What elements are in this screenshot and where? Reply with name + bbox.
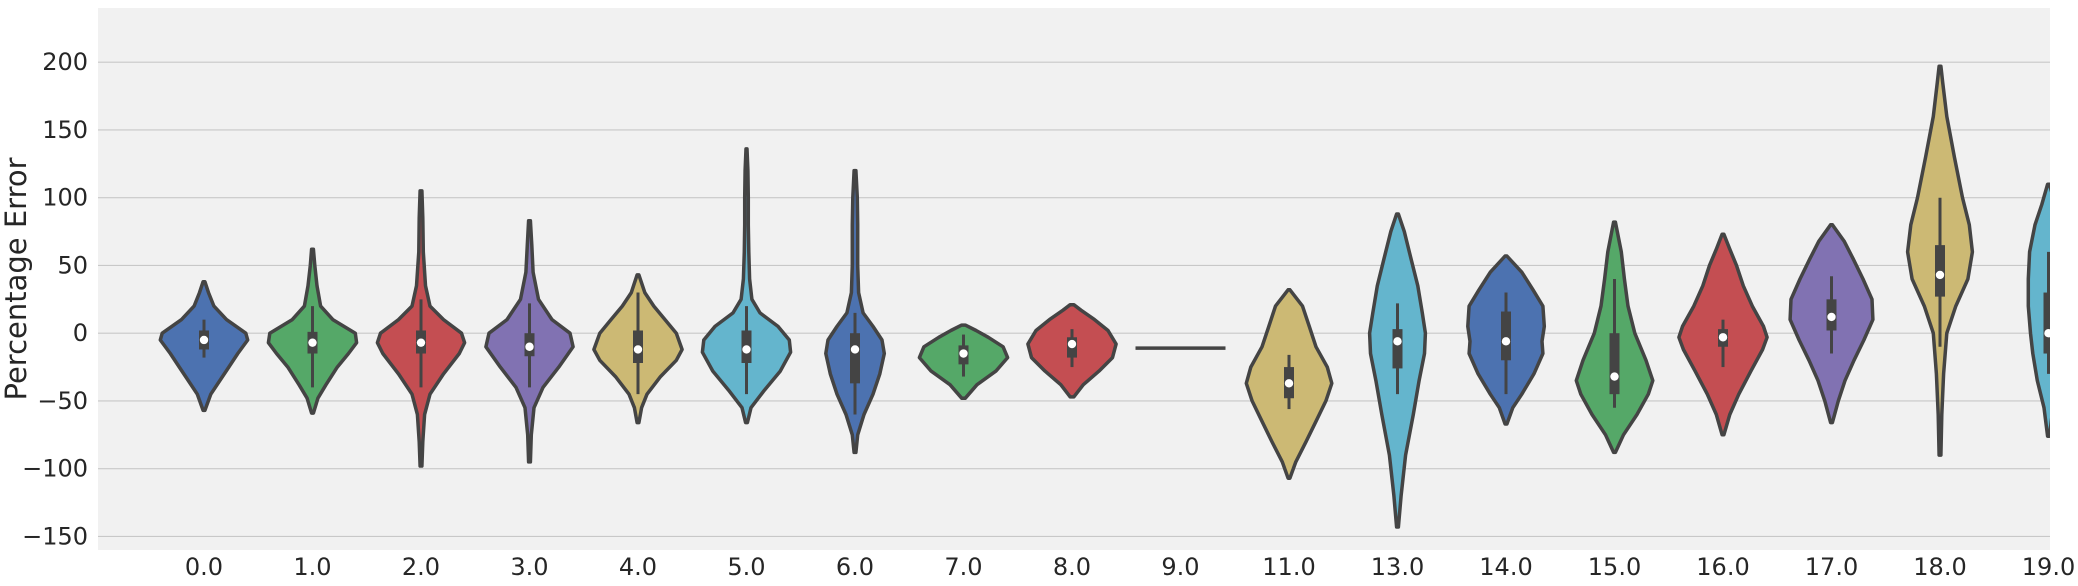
x-tick-label: 3.0 xyxy=(510,553,548,581)
violin-median xyxy=(2044,329,2050,338)
violin-median xyxy=(742,345,751,354)
y-axis-label: Percentage Error xyxy=(0,157,33,400)
x-tick-label: 11.0 xyxy=(1262,553,1315,581)
x-tick-label: 6.0 xyxy=(836,553,874,581)
violin-16.0 xyxy=(1677,232,1769,437)
y-tick-label: −150 xyxy=(22,522,88,550)
y-tick-label: −50 xyxy=(37,387,88,415)
violin-11.0 xyxy=(1244,288,1334,480)
violin-iqr-box xyxy=(850,333,860,384)
violin-iqr-box xyxy=(2043,292,2050,354)
x-tick-label: 19.0 xyxy=(2022,553,2075,581)
y-tick-label: 50 xyxy=(57,251,88,279)
x-axis-ticks: 0.0 1.0 2.0 3.0 4.0 5.0 6.0 7.0 8.0 9.0 11.0 13.0 14… xyxy=(185,553,2075,581)
violin-median xyxy=(525,342,534,351)
violin-iqr-box xyxy=(1609,333,1620,395)
violin-15.0 xyxy=(1574,220,1655,455)
violin-7.0 xyxy=(917,323,1010,400)
x-tick-label: 9.0 xyxy=(1161,553,1199,581)
violin-median xyxy=(199,335,209,345)
violin-19.0 xyxy=(2026,182,2050,438)
violin-median xyxy=(850,345,860,354)
x-tick-label: 7.0 xyxy=(944,553,982,581)
y-tick-label: 0 xyxy=(73,319,88,347)
violin-median xyxy=(308,338,317,347)
violin-body xyxy=(700,147,793,425)
violin-iqr-box xyxy=(1392,329,1403,369)
x-tick-label: 1.0 xyxy=(293,553,331,581)
x-tick-label: 8.0 xyxy=(1053,553,1091,581)
y-tick-label: 150 xyxy=(42,116,88,144)
violin-median xyxy=(1393,337,1402,346)
violin-2.0 xyxy=(375,189,467,468)
violin-13.0 xyxy=(1367,212,1428,529)
y-tick-label: −100 xyxy=(22,455,88,483)
violin-median xyxy=(959,349,968,358)
violin-median xyxy=(1827,312,1836,322)
violin-median xyxy=(1284,379,1294,388)
x-tick-label: 2.0 xyxy=(402,553,440,581)
violins xyxy=(158,64,2050,529)
violin-8.0 xyxy=(1026,302,1118,399)
y-tick-label: 200 xyxy=(42,48,88,76)
violin-14.0 xyxy=(1466,254,1547,426)
violin-median xyxy=(1501,337,1511,346)
violin-17.0 xyxy=(1788,223,1875,425)
violin-body xyxy=(2026,182,2050,438)
violin-median xyxy=(633,345,643,354)
y-tick-label: 100 xyxy=(42,184,88,212)
x-tick-label: 5.0 xyxy=(727,553,765,581)
x-tick-label: 14.0 xyxy=(1479,553,1532,581)
violin-median xyxy=(1718,333,1728,342)
x-tick-label: 17.0 xyxy=(1805,553,1858,581)
violin-18.0 xyxy=(1905,64,1975,457)
x-tick-label: 15.0 xyxy=(1588,553,1641,581)
violin-6.0 xyxy=(824,168,887,455)
violin-iqr-box xyxy=(1501,311,1511,361)
x-tick-label: 16.0 xyxy=(1696,553,1749,581)
y-axis-ticks: −150 −100 −50 0 50 100 150 200 xyxy=(22,48,88,550)
violin-median xyxy=(416,338,426,347)
violin-3.0 xyxy=(484,218,575,464)
x-tick-label: 4.0 xyxy=(619,553,657,581)
violin-median xyxy=(1610,372,1619,381)
x-tick-label: 18.0 xyxy=(1913,553,1966,581)
violin-0.0 xyxy=(158,279,250,413)
violin-median xyxy=(1067,339,1077,349)
violin-body xyxy=(824,168,887,455)
x-tick-label: 0.0 xyxy=(185,553,223,581)
violin-5.0 xyxy=(700,147,793,425)
violin-1.0 xyxy=(266,247,359,415)
x-tick-label: 13.0 xyxy=(1371,553,1424,581)
violin-4.0 xyxy=(592,273,684,425)
violin-median xyxy=(1935,270,1945,280)
